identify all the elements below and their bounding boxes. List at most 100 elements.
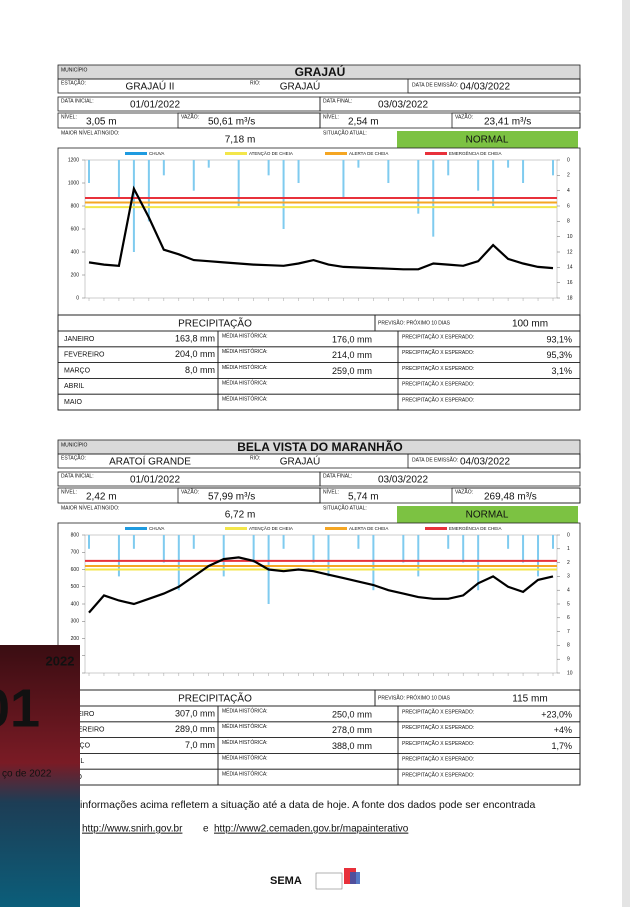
value: 93,1% — [546, 334, 572, 344]
rain-bar — [283, 535, 285, 549]
month: FEVEREIRO — [64, 352, 105, 359]
label: DATA INICIAL: — [61, 473, 94, 479]
rain-bar — [88, 160, 90, 183]
y2-tick-label: 4 — [567, 188, 570, 194]
label: VAZÃO: — [455, 113, 473, 120]
cover-date: ço de 2022 — [2, 769, 52, 780]
legend-swatch — [325, 527, 347, 530]
precip-title: PRECIPITAÇÃO — [178, 317, 252, 330]
legend-swatch — [225, 527, 247, 530]
rain-bar — [178, 535, 180, 590]
page: MUNICÍPIOGRAJAÚESTAÇÃO:GRAJAÚ IIRIO:GRAJ… — [0, 0, 630, 907]
value: 95,3% — [546, 350, 572, 360]
rain-bar — [522, 535, 524, 563]
rain-bar — [417, 160, 419, 214]
label: MAIOR NÍVEL ATINGIDO: — [61, 129, 119, 136]
value: 307,0 mm — [175, 708, 215, 718]
rain-bar — [552, 160, 554, 175]
rain-bar — [268, 160, 270, 175]
rain-bar — [133, 535, 135, 549]
label: PRECIPITAÇÃO X ESPERADO: — [402, 397, 474, 404]
y-tick-label: 300 — [71, 619, 80, 625]
legend-label: ATENÇÃO DE CHEIA — [249, 525, 293, 531]
label: MÉDIA HISTÓRICA: — [222, 396, 268, 403]
value: 1,7% — [551, 741, 572, 751]
rain-bar — [462, 535, 464, 563]
value: 8,0 mm — [185, 365, 215, 375]
legend-swatch — [325, 152, 347, 155]
rain-bar — [357, 160, 359, 168]
value: 289,0 mm — [175, 724, 215, 734]
y2-tick-label: 12 — [567, 249, 573, 255]
label: MAIOR NÍVEL ATINGIDO: — [61, 504, 119, 511]
label: VAZÃO: — [181, 113, 199, 120]
label: PRECIPITAÇÃO X ESPERADO: — [402, 772, 474, 779]
value: 23,41 m³/s — [484, 117, 531, 128]
rain-bar — [357, 535, 359, 549]
label: DATA DE EMISSÃO: — [412, 81, 458, 88]
label: DATA FINAL: — [323, 98, 352, 104]
y-tick-label: 600 — [71, 226, 80, 232]
rain-bar — [552, 535, 554, 549]
value: 03/03/2022 — [378, 100, 428, 111]
label: MÉDIA HISTÓRICA: — [222, 755, 268, 762]
y2-tick-label: 5 — [567, 601, 570, 607]
legend-label: ATENÇÃO DE CHEIA — [249, 150, 293, 156]
value: 163,8 mm — [175, 333, 215, 343]
value: 03/03/2022 — [378, 475, 428, 486]
label: VAZÃO: — [455, 488, 473, 495]
rain-bar — [118, 160, 120, 198]
value: 04/03/2022 — [460, 457, 510, 468]
label: DATA DE EMISSÃO: — [412, 456, 458, 463]
label: SITUAÇÃO ATUAL: — [323, 129, 367, 136]
y2-tick-label: 0 — [567, 157, 570, 163]
label: ESTAÇÃO: — [61, 79, 86, 86]
value: 278,0 mm — [332, 725, 372, 735]
legend-label: EMERGÊNCIA DE CHEIA — [449, 149, 502, 156]
label: NÍVEL: — [323, 113, 339, 120]
rain-bar — [342, 160, 344, 198]
legend-label: ALERTA DE CHEIA — [349, 151, 388, 156]
rain-bar — [148, 160, 150, 221]
value: 01/01/2022 — [130, 475, 180, 486]
value: 3,05 m — [86, 117, 117, 128]
rain-bar — [298, 160, 300, 183]
rain-bar — [88, 535, 90, 549]
y2-tick-label: 6 — [567, 203, 570, 209]
label: SITUAÇÃO ATUAL: — [323, 504, 367, 511]
rain-bar — [253, 535, 255, 563]
value: 214,0 mm — [332, 350, 372, 360]
y2-tick-label: 4 — [567, 588, 570, 594]
rain-bar — [163, 160, 165, 175]
month: MAIO — [64, 399, 82, 406]
rain-bar — [507, 160, 509, 168]
value: GRAJAÚ — [280, 80, 321, 93]
label: MÉDIA HISTÓRICA: — [222, 348, 268, 355]
legend-label: CHUVA — [149, 151, 164, 156]
y2-tick-label: 10 — [567, 670, 573, 676]
rain-bar — [447, 535, 449, 549]
footer-and: e — [203, 824, 209, 835]
y2-tick-label: 3 — [567, 574, 570, 580]
y-tick-label: 400 — [71, 601, 80, 607]
value: ARATOÍ GRANDE — [109, 455, 191, 468]
value: GRAJAÚ — [280, 455, 321, 468]
status: NORMAL — [466, 510, 509, 521]
label: PRECIPITAÇÃO X ESPERADO: — [402, 333, 474, 340]
label: PRECIPITAÇÃO X ESPERADO: — [402, 740, 474, 747]
label: DATA INICIAL: — [61, 98, 94, 104]
rain-bar — [477, 160, 479, 191]
rain-bar — [402, 535, 404, 563]
value: 2,42 m — [86, 492, 117, 503]
rain-bar — [208, 160, 210, 168]
legend-swatch — [125, 152, 147, 155]
value: 250,0 mm — [332, 709, 372, 719]
label: ESTAÇÃO: — [61, 454, 86, 461]
logo-text: SEMA — [270, 875, 302, 887]
y-tick-label: 400 — [71, 249, 80, 255]
y-tick-label: 800 — [71, 203, 80, 209]
value: GRAJAÚ II — [126, 80, 175, 93]
logo-mark — [350, 872, 360, 884]
y2-tick-label: 14 — [567, 265, 573, 271]
value: 01/01/2022 — [130, 100, 180, 111]
